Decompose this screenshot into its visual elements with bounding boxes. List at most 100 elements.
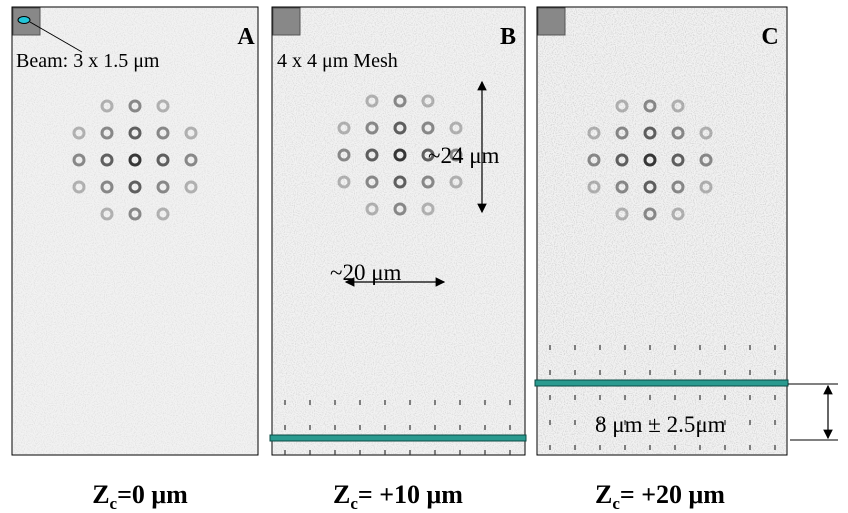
ring [421,175,435,189]
mesh-dot [434,450,436,455]
mesh-dot [574,445,576,450]
ring [337,175,351,189]
ring [100,207,114,221]
ring [184,153,198,167]
mesh-dot [674,445,676,450]
mesh-dot [484,450,486,455]
ring [671,180,685,194]
mesh-dot [749,395,751,400]
mesh-dot [624,395,626,400]
mesh-dot [599,420,601,425]
mesh-dot [599,395,601,400]
mesh-dot [649,420,651,425]
ring [100,153,114,167]
annotation: 4 x 4 μm Mesh [277,50,398,72]
mesh-dot [699,445,701,450]
ring [128,99,142,113]
caption-sub: c [350,494,358,513]
reference-bar [534,379,789,387]
mesh-dot [574,420,576,425]
ring [587,153,601,167]
corner-square [272,7,301,36]
mesh-dot [649,395,651,400]
mesh-dot [509,400,511,405]
noise [273,8,524,454]
mesh-dot [459,400,461,405]
mesh-dot [574,345,576,350]
mesh-dot [624,345,626,350]
ring [184,126,198,140]
ring [671,99,685,113]
ring [699,180,713,194]
mesh-dot [649,345,651,350]
ring [184,180,198,194]
caption-rest: = +20 μm [620,480,725,509]
mesh-dot [574,370,576,375]
ring [365,202,379,216]
ring [128,207,142,221]
mesh-dot [334,400,336,405]
ring [615,99,629,113]
mesh-dot [749,445,751,450]
ring [587,126,601,140]
mesh-dot [724,370,726,375]
ring [72,180,86,194]
mesh-dot [749,370,751,375]
ring [421,94,435,108]
mesh-dot [459,425,461,430]
ring [615,207,629,221]
mesh-dot [774,395,776,400]
mesh-dot [599,370,601,375]
mesh-dot [699,420,701,425]
mesh-dot [409,400,411,405]
mesh-dot [674,345,676,350]
mesh-dot [309,400,311,405]
ring [72,126,86,140]
panel-label: B [500,24,516,50]
ring [421,121,435,135]
mesh-dot [549,420,551,425]
ring [699,153,713,167]
ring [393,94,407,108]
ring [365,148,379,162]
ring [449,121,463,135]
corner-square [537,7,566,36]
ring [449,175,463,189]
ring [156,180,170,194]
mesh-dot [724,395,726,400]
measurement: ~20 μm [330,260,402,285]
ring [72,153,86,167]
ring [100,99,114,113]
mesh-dot [749,345,751,350]
caption: Zc=0 μm [92,480,188,513]
mesh-dot [384,400,386,405]
caption-sub: c [612,494,620,513]
ring [365,94,379,108]
noise [13,8,257,454]
ring [615,126,629,140]
mesh-dot [284,400,286,405]
ring [156,153,170,167]
mesh-dot [624,370,626,375]
mesh-dot [574,395,576,400]
ring [643,180,657,194]
ring [393,202,407,216]
mesh-dot [749,420,751,425]
ring [365,121,379,135]
ring [643,207,657,221]
ring [128,153,142,167]
mesh-dot [624,420,626,425]
ring [156,207,170,221]
ring [643,126,657,140]
mesh-dot [409,450,411,455]
ring [615,180,629,194]
caption-rest: = +10 μm [358,480,463,509]
mesh-dot [359,425,361,430]
beam-spot [17,16,31,24]
caption-sub: c [110,494,118,513]
ring [156,126,170,140]
panel-label: C [761,24,778,50]
ring [671,126,685,140]
caption-base: Z [595,480,612,509]
mesh-dot [359,450,361,455]
